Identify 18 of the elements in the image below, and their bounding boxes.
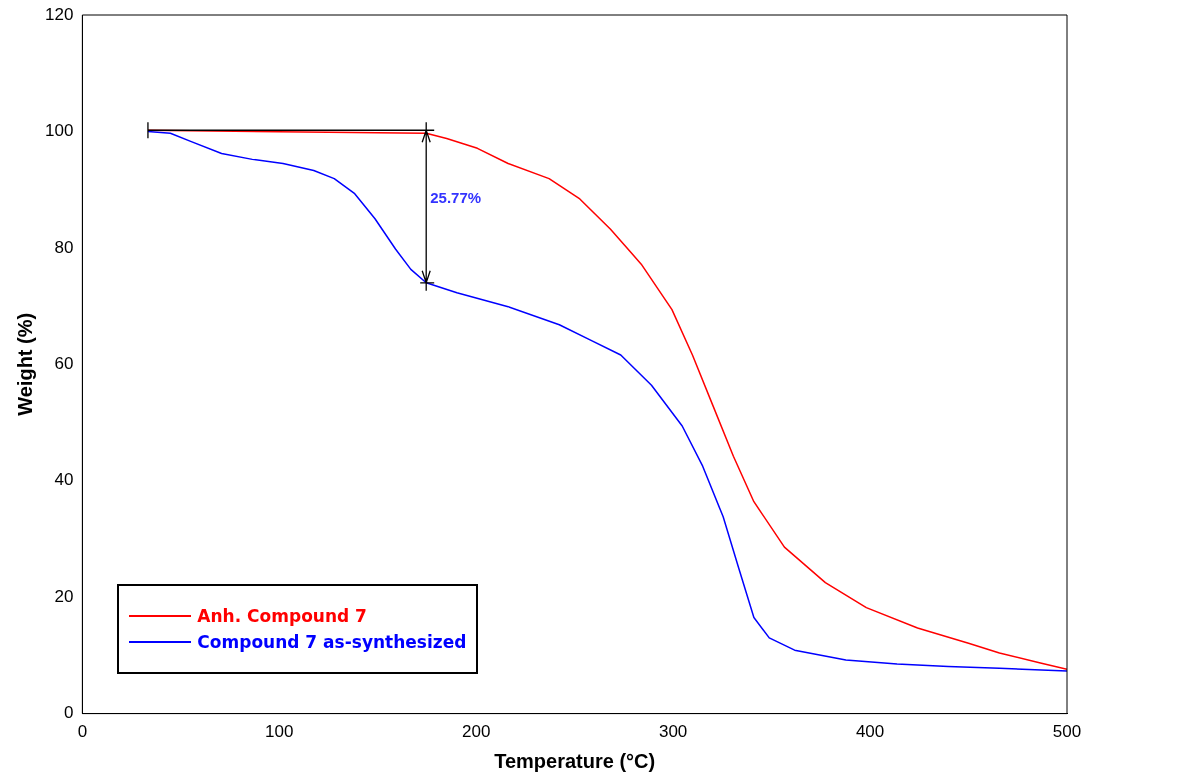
x-tick-label: 300 [658,722,688,742]
y-tick-label: 60 [54,353,74,373]
y-tick-label: 0 [63,703,74,723]
y-tick-label: 100 [44,121,74,141]
x-tick-label: 100 [265,722,294,742]
y-tick-label: 120 [44,4,74,24]
legend-label: Compound 7 as-synthesized [196,631,467,652]
legend-label: Anh. Compound 7 [196,605,368,626]
y-tick-label: 20 [54,586,74,606]
y-tick-label: 40 [54,470,74,490]
annotation: 25.77% [430,189,482,207]
y-axis-title: Weight (%) [13,312,36,416]
x-axis-title: Temperature (°C) [494,749,656,772]
y-tick-label: 80 [54,237,74,257]
x-tick-label: 400 [855,722,885,742]
x-tick-label: 0 [77,722,88,742]
x-tick-label: 500 [1052,722,1082,742]
x-tick-label: 200 [462,722,491,742]
